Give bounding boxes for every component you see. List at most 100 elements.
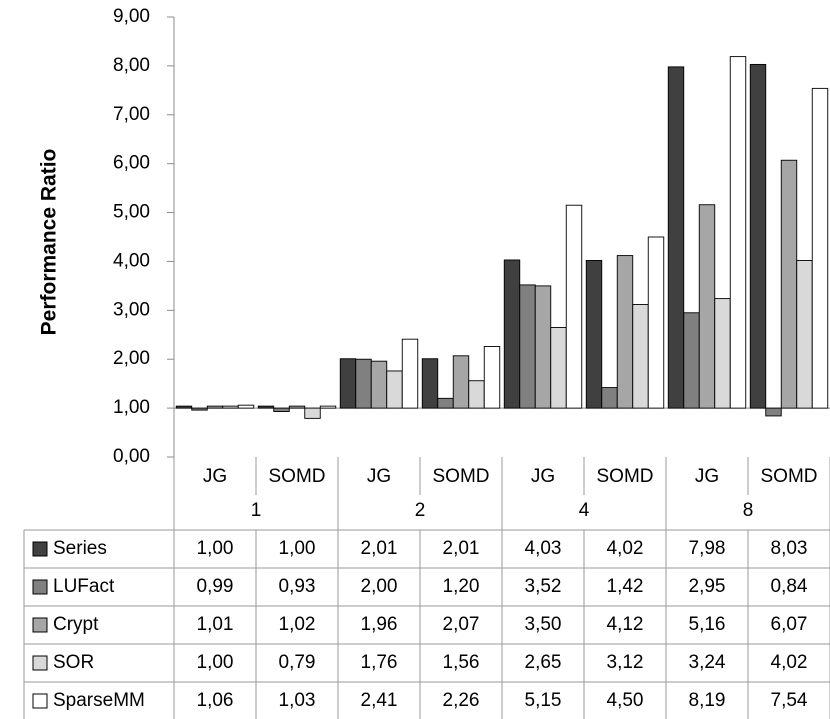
legend-swatch-sparsemm: [32, 693, 48, 709]
bar-lufact-6: [683, 312, 700, 409]
bar-lufact-3: [437, 397, 454, 409]
table-value-cell: 8,19: [689, 690, 726, 711]
table-value-cell: 4,02: [771, 652, 808, 673]
bar-series-0: [175, 405, 193, 409]
y-axis-title: Performance Ratio: [38, 149, 61, 336]
bar-series-2: [339, 358, 357, 409]
bar-crypt-6: [698, 204, 716, 409]
y-tick-label: 2,00: [113, 348, 150, 369]
bar-crypt-1: [288, 405, 306, 409]
bar-lufact-2: [355, 358, 372, 409]
table-value-cell: 3,12: [607, 652, 644, 673]
bar-sparsemm-5: [647, 236, 665, 409]
bar-sparsemm-1: [319, 405, 337, 409]
bar-crypt-3: [452, 355, 470, 409]
x-subcategory-label: SOMD: [269, 466, 326, 487]
bar-sor-3: [468, 380, 485, 409]
y-tick-labels: 0,00 1,00 2,00 3,00 4,00 5,00 6,00 7,00 8,00 9,00: [113, 6, 150, 467]
bar-series-6: [667, 66, 685, 409]
table-value-cell: 1,20: [443, 576, 480, 597]
table-value-cell: 1,76: [361, 652, 398, 673]
y-tick-label: 5,00: [113, 202, 150, 223]
table-value-cell: 0,79: [279, 652, 316, 673]
table-value-cell: 7,98: [689, 538, 726, 559]
bar-sor-5: [632, 304, 649, 409]
table-value-cell: 1,00: [197, 538, 234, 559]
bar-lufact-1: [273, 407, 290, 412]
table-value-cell: 8,03: [771, 538, 808, 559]
table-value-cell: 6,07: [771, 614, 808, 635]
table-value-cell: 2,01: [443, 538, 480, 559]
table-value-cell: 3,50: [525, 614, 562, 635]
table-value-cell: 2,07: [443, 614, 480, 635]
legend-label-crypt: Crypt: [53, 614, 99, 635]
legend-swatch-lufact: [32, 579, 48, 595]
legend-label-lufact: LUFact: [53, 576, 115, 597]
table-value-cell: 1,02: [279, 614, 316, 635]
bar-sparsemm-3: [483, 346, 501, 409]
bar-sor-7: [796, 260, 813, 409]
table-value-cell: 1,06: [197, 690, 234, 711]
table-value-cell: 1,03: [279, 690, 316, 711]
legend-label-sparsemm: SparseMM: [53, 690, 145, 711]
table-value-cell: 3,24: [689, 652, 726, 673]
table-value-cell: 2,95: [689, 576, 726, 597]
bar-series-3: [421, 358, 439, 409]
table-value-cell: 4,03: [525, 538, 562, 559]
bar-sor-0: [222, 405, 239, 409]
table-value-cell: 0,84: [771, 576, 808, 597]
legend-swatch-crypt: [32, 617, 48, 633]
legend-label-sor: SOR: [53, 652, 94, 673]
bar-sparsemm-7: [811, 87, 829, 409]
x-subcategory-label: JG: [367, 466, 391, 487]
bar-lufact-4: [519, 284, 536, 409]
table-value-cell: 1,42: [607, 576, 644, 597]
y-tick-label: 9,00: [113, 6, 150, 27]
bar-sor-1: [304, 407, 321, 419]
table-value-cell: 5,16: [689, 614, 726, 635]
y-tick-label: 1,00: [113, 397, 150, 418]
x-subcategory-label: JG: [695, 466, 719, 487]
table-value-cell: 2,41: [361, 690, 398, 711]
table-value-cell: 5,15: [525, 690, 562, 711]
table-value-cell: 0,99: [197, 576, 234, 597]
table-value-cell: 2,65: [525, 652, 562, 673]
table-value-cell: 0,93: [279, 576, 316, 597]
table-value-cell: 4,02: [607, 538, 644, 559]
bar-sor-2: [386, 370, 403, 409]
table-value-cell: 2,01: [361, 538, 398, 559]
bars: [175, 56, 829, 419]
bar-sor-6: [714, 298, 731, 409]
bar-series-4: [503, 259, 521, 409]
table-value-cell: 1,96: [361, 614, 398, 635]
legend-swatch-series: [32, 541, 48, 557]
x-subcategory-label: SOMD: [761, 466, 818, 487]
y-tick-label: 6,00: [113, 153, 150, 174]
table-value-cell: 4,50: [607, 690, 644, 711]
x-group-label: 8: [743, 500, 754, 521]
x-group-label: 1: [251, 500, 262, 521]
legend-label-series: Series: [53, 538, 107, 559]
bar-series-5: [585, 260, 603, 409]
table-value-cell: 2,26: [443, 690, 480, 711]
bar-lufact-7: [765, 407, 782, 417]
bar-crypt-2: [370, 360, 388, 409]
table-value-cell: 4,12: [607, 614, 644, 635]
table-value-cell: 1,00: [197, 652, 234, 673]
y-tick-label: 8,00: [113, 55, 150, 76]
legend-swatch-sor: [32, 655, 48, 671]
x-group-label: 4: [579, 500, 590, 521]
table-value-cell: 2,00: [361, 576, 398, 597]
bar-lufact-5: [601, 387, 618, 409]
table-value-cell: 1,01: [197, 614, 234, 635]
bar-crypt-0: [206, 405, 224, 409]
bar-sparsemm-6: [729, 56, 747, 409]
table-value-cell: 1,00: [279, 538, 316, 559]
bar-series-7: [749, 63, 767, 409]
bar-sor-4: [550, 326, 567, 409]
table-value-cell: 1,56: [443, 652, 480, 673]
y-tick-label: 3,00: [113, 299, 150, 320]
bar-crypt-4: [534, 285, 552, 409]
x-subcategory-label: SOMD: [433, 466, 490, 487]
